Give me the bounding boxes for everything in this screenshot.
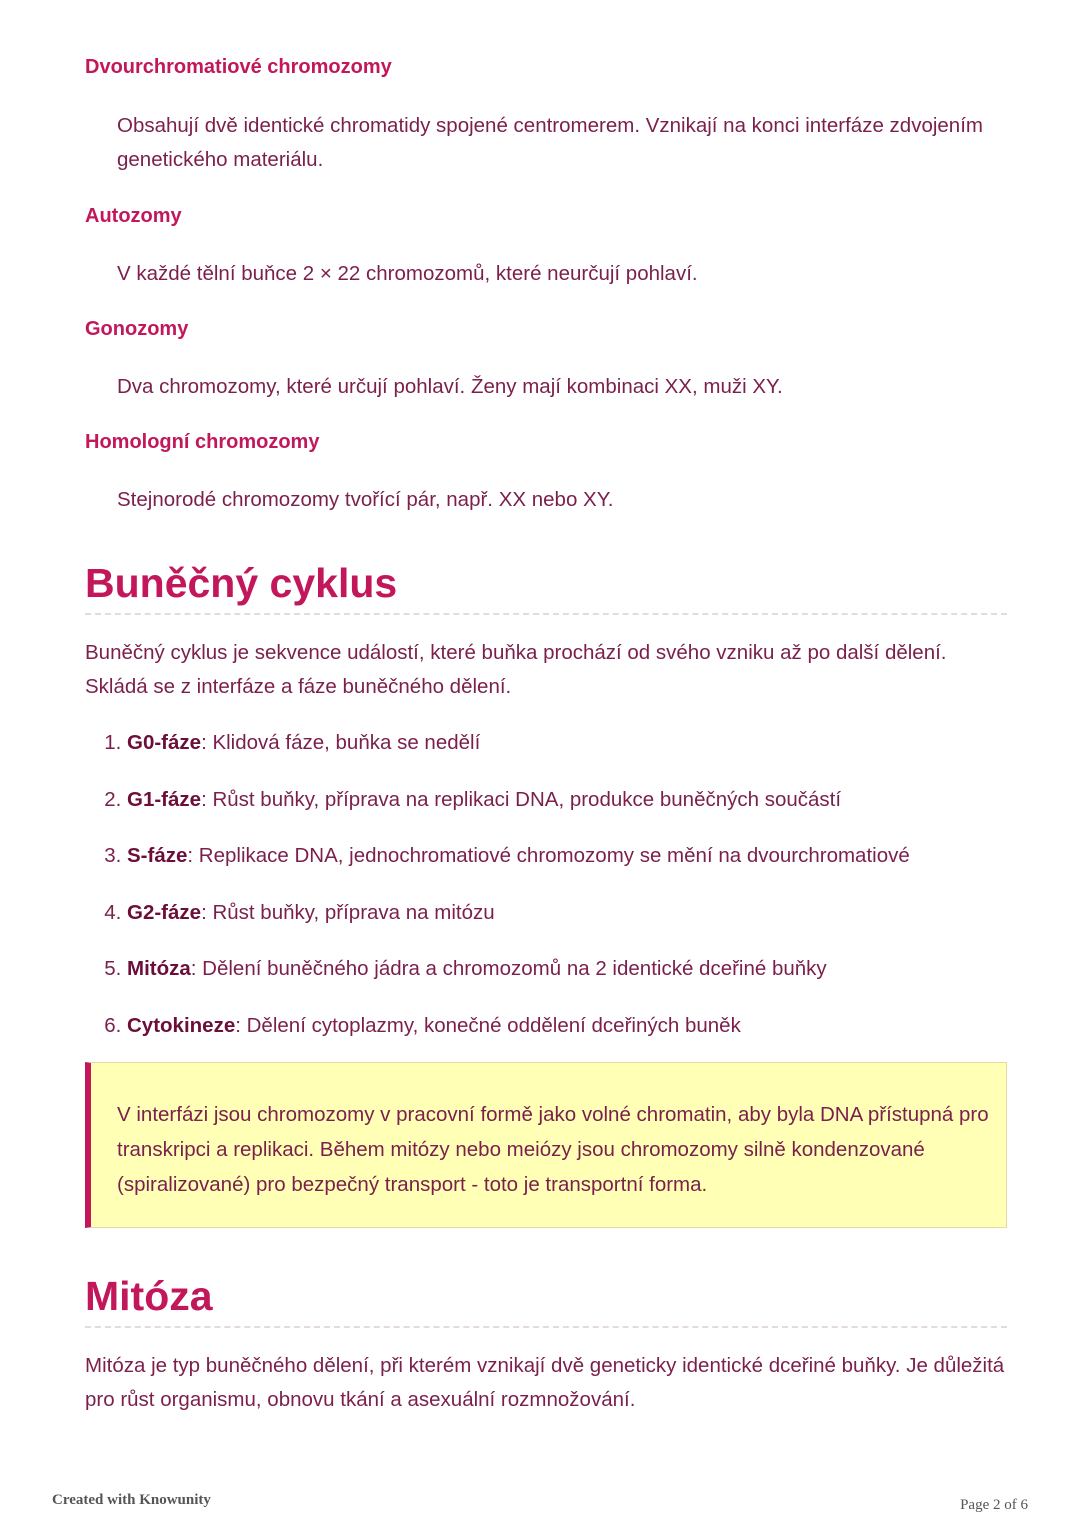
phase-desc: : Replikace DNA, jednochromatiové chromo… xyxy=(187,844,910,868)
term-definition: Dva chromozomy, které určují pohlaví. Že… xyxy=(117,375,783,398)
mitosis-intro: Mitóza je typ buněčného dělení, při kter… xyxy=(85,1354,1005,1411)
list-item: S-fáze: Replikace DNA, jednochromatiové … xyxy=(127,839,1027,896)
phase-desc: : Růst buňky, příprava na mitózu xyxy=(201,900,495,924)
footer-brand: Created with Knowunity xyxy=(52,1492,211,1508)
term-heading: Homologní chromozomy xyxy=(85,431,320,453)
term-definition: V každé tělní buňce 2 × 22 chromozomů, k… xyxy=(117,262,698,285)
note-text: V interfázi jsou chromozomy v pracovní f… xyxy=(117,1103,989,1196)
list-item: Mitóza: Dělení buněčného jádra a chromoz… xyxy=(127,952,1027,1009)
section-heading-cell-cycle: Buněčný cyklus xyxy=(85,560,1007,615)
term-heading: Autozomy xyxy=(85,205,182,227)
phase-name: G2-fáze xyxy=(127,900,202,924)
section-heading-mitosis: Mitóza xyxy=(85,1273,1007,1328)
phase-name: G0-fáze xyxy=(127,731,202,754)
phase-list: G0-fáze: Klidová fáze, buňka se nedělí G… xyxy=(85,726,1027,1066)
term-heading: Dvourchromatiové chromozomy xyxy=(85,56,392,78)
page-number: Page 2 of 6 xyxy=(960,1497,1028,1513)
term-definition: Stejnorodé chromozomy tvořící pár, např.… xyxy=(117,488,614,511)
phase-desc: : Klidová fáze, buňka se nedělí xyxy=(201,731,481,754)
list-item: G2-fáze: Růst buňky, příprava na mitózu xyxy=(127,896,1027,953)
list-item: G0-fáze: Klidová fáze, buňka se nedělí xyxy=(127,726,1027,783)
phase-name: S-fáze xyxy=(127,844,188,868)
phase-desc: : Dělení cytoplazmy, konečné oddělení dc… xyxy=(235,1013,741,1037)
note-box: V interfázi jsou chromozomy v pracovní f… xyxy=(85,1062,1007,1228)
cell-cycle-intro: Buněčný cyklus je sekvence událostí, kte… xyxy=(85,641,947,698)
list-item: Cytokineze: Dělení cytoplazmy, konečné o… xyxy=(127,1009,1027,1066)
term-definition: Obsahují dvě identické chromatidy spojen… xyxy=(117,114,983,171)
phase-desc: : Růst buňky, příprava na replikaci DNA,… xyxy=(201,787,842,811)
list-item: G1-fáze: Růst buňky, příprava na replika… xyxy=(127,783,1027,840)
phase-name: G1-fáze xyxy=(127,787,202,811)
phase-desc: : Dělení buněčného jádra a chromozomů na… xyxy=(190,957,827,981)
phase-name: Mitóza xyxy=(127,957,191,981)
phase-name: Cytokineze xyxy=(127,1013,236,1037)
term-heading: Gonozomy xyxy=(85,318,189,340)
